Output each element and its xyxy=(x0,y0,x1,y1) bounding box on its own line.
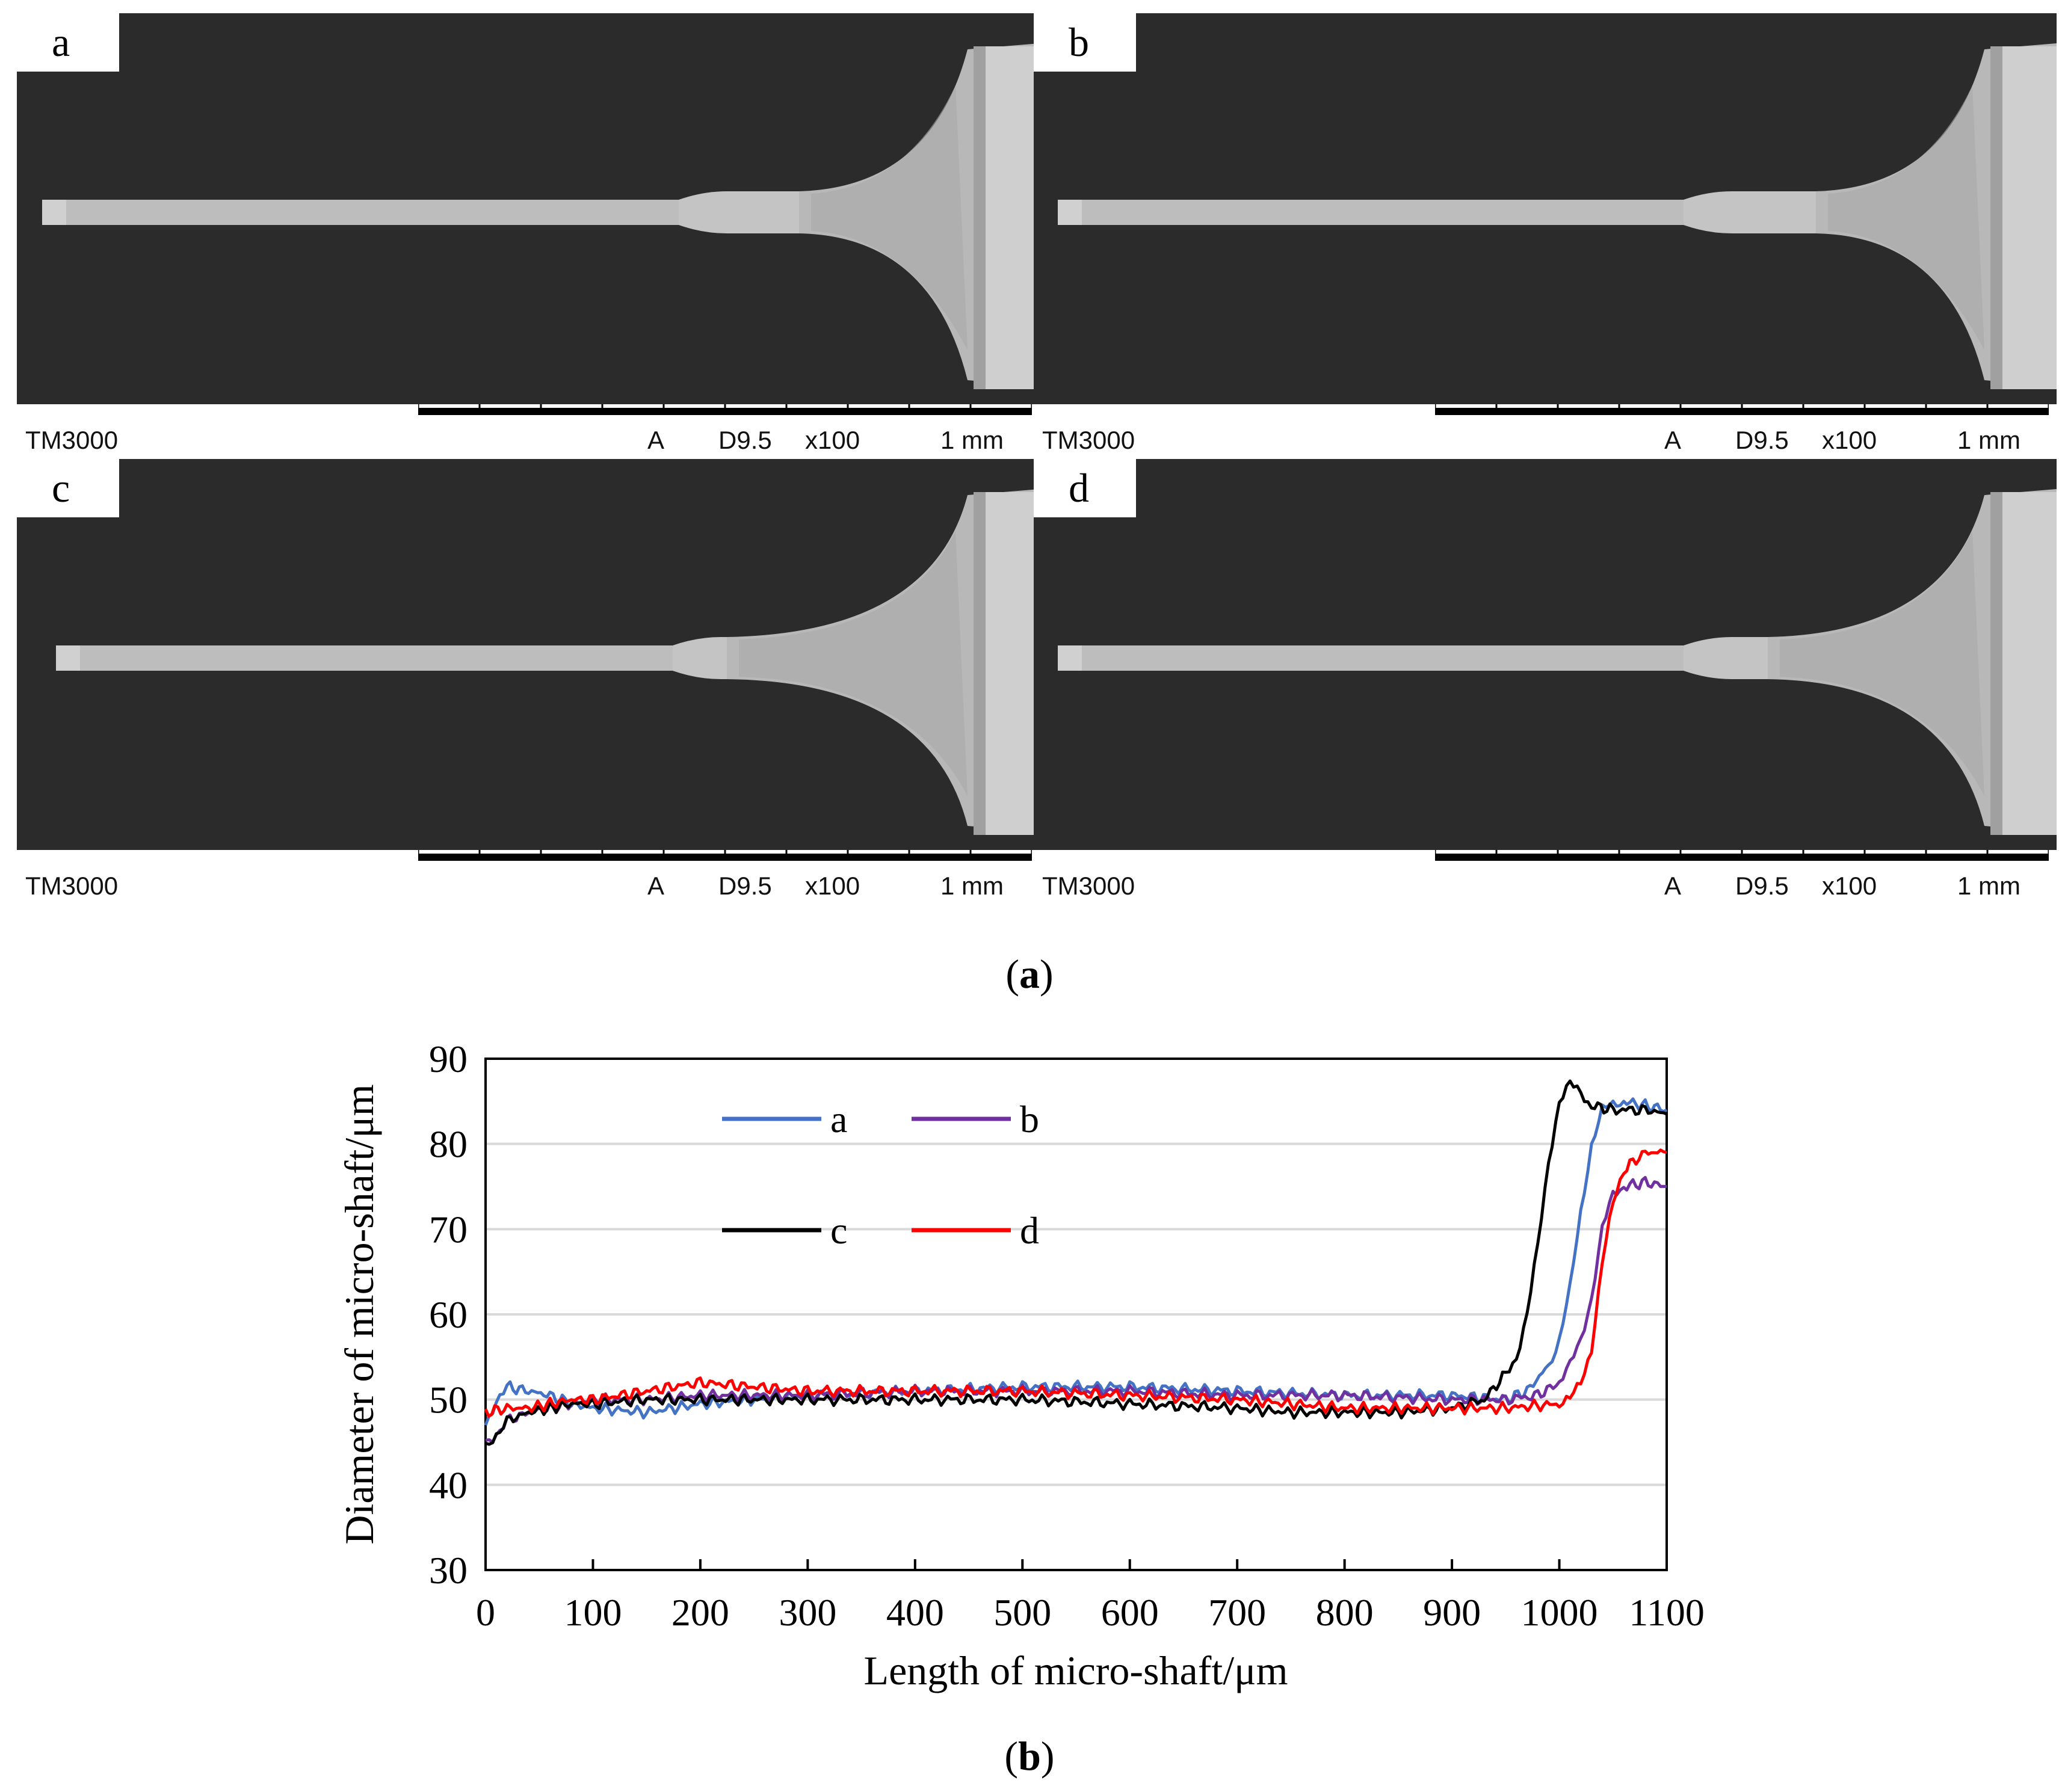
panel-label: c xyxy=(17,459,119,517)
y-tick-label: 50 xyxy=(429,1379,468,1421)
sem-info-bar: TM3000 A D9.5 x100 1 mm xyxy=(1034,872,2057,906)
series-line-a xyxy=(484,1097,1668,1426)
sem-working-distance: D9.5 xyxy=(718,426,772,454)
sem-info-bar: TM3000 A D9.5 x100 1 mm xyxy=(17,872,1040,906)
caption-b-letter: b xyxy=(1018,1733,1041,1779)
x-tick-label: 500 xyxy=(993,1591,1051,1634)
y-ticks: 30 40 50 60 70 80 90 xyxy=(429,1038,468,1592)
sem-scale-label: 1 mm xyxy=(940,426,1004,454)
x-tick-label: 100 xyxy=(564,1591,622,1634)
scale-bar xyxy=(1435,404,2049,415)
x-tick-label: 800 xyxy=(1316,1591,1374,1634)
sem-magnification: x100 xyxy=(805,426,860,454)
panel-label: d xyxy=(1034,459,1136,517)
sem-mode: A xyxy=(1664,426,1682,454)
y-tick-label: 30 xyxy=(429,1549,468,1592)
caption-b: (b) xyxy=(969,1732,1090,1780)
caption-a: (a) xyxy=(969,950,1090,998)
sem-magnification: x100 xyxy=(1822,426,1877,454)
x-ticks: 0 100 200 300 400 500 600 700 800 900 1000 1100 xyxy=(476,1559,1705,1634)
sem-model: TM3000 xyxy=(1042,872,1135,900)
y-tick-label: 90 xyxy=(429,1038,468,1080)
sem-mode: A xyxy=(647,426,665,454)
sem-image xyxy=(1034,13,2057,404)
x-tick-label: 400 xyxy=(886,1591,944,1634)
sem-image xyxy=(17,13,1040,404)
x-tick-label: 200 xyxy=(671,1591,729,1634)
x-tick-label: 1100 xyxy=(1629,1591,1705,1634)
sem-working-distance: D9.5 xyxy=(1735,426,1789,454)
x-tick-label: 0 xyxy=(476,1591,495,1634)
y-tick-label: 40 xyxy=(429,1464,468,1506)
sem-working-distance: D9.5 xyxy=(1735,872,1789,900)
scale-bar xyxy=(1435,850,2049,861)
sem-model: TM3000 xyxy=(25,426,119,454)
legend-label-b: b xyxy=(1020,1098,1039,1141)
sem-scale-label: 1 mm xyxy=(1957,872,2020,900)
sem-scale-label: 1 mm xyxy=(1957,426,2020,454)
sem-panel-d: d TM3000 A D9.5 x100 1 mm xyxy=(1034,459,2057,906)
sem-mode: A xyxy=(1664,872,1682,900)
legend-label-d: d xyxy=(1020,1209,1039,1252)
y-tick-label: 70 xyxy=(429,1208,468,1251)
caption-a-open: ( xyxy=(1005,951,1019,997)
x-tick-label: 700 xyxy=(1208,1591,1266,1634)
x-axis-title: Length of micro-shaft/μm xyxy=(864,1648,1288,1693)
sem-magnification: x100 xyxy=(805,872,860,900)
sem-info-bar: TM3000 A D9.5 x100 1 mm xyxy=(17,426,1040,460)
legend-label-c: c xyxy=(830,1209,847,1252)
caption-b-close: ) xyxy=(1040,1733,1055,1779)
sem-panel-c: c TM3000 A D9.5 x100 1 mm xyxy=(17,459,1040,906)
sem-image xyxy=(17,459,1040,850)
x-tick-label: 600 xyxy=(1101,1591,1159,1634)
scale-bar xyxy=(418,404,1032,415)
x-tick-label: 300 xyxy=(779,1591,836,1634)
sem-image xyxy=(1034,459,2057,850)
sem-model: TM3000 xyxy=(1042,426,1135,454)
plot-frame xyxy=(484,1058,1668,1571)
sem-scale-label: 1 mm xyxy=(940,872,1004,900)
sem-model: TM3000 xyxy=(25,872,119,900)
caption-a-close: ) xyxy=(1040,951,1054,997)
sem-working-distance: D9.5 xyxy=(718,872,772,900)
diameter-length-chart: 0 100 200 300 400 500 600 700 800 900 1000 1100 30 4… xyxy=(336,1038,1705,1693)
chart-legend: a b c d xyxy=(722,1098,1039,1252)
sem-mode: A xyxy=(647,872,665,900)
x-tick-label: 900 xyxy=(1423,1591,1481,1634)
y-axis-title: Diameter of micro-shaft/μm xyxy=(336,1084,382,1544)
scale-bar xyxy=(418,850,1032,861)
series-line-d xyxy=(484,1148,1667,1418)
chart-series xyxy=(484,1079,1668,1446)
chart-grid xyxy=(486,1142,1667,1486)
caption-b-open: ( xyxy=(1004,1733,1019,1779)
sem-magnification: x100 xyxy=(1822,872,1877,900)
caption-a-letter: a xyxy=(1019,951,1040,997)
sem-info-bar: TM3000 A D9.5 x100 1 mm xyxy=(1034,426,2057,460)
panel-label: a xyxy=(17,13,119,72)
sem-panel-a: a TM3000 A D9.5 x100 1 mm xyxy=(17,13,1040,460)
y-tick-label: 80 xyxy=(429,1123,468,1166)
x-tick-label: 1000 xyxy=(1521,1591,1598,1634)
sem-panel-b: b TM3000 A D9.5 x100 1 mm xyxy=(1034,13,2057,460)
series-line-c xyxy=(485,1079,1667,1446)
y-tick-label: 60 xyxy=(429,1293,468,1336)
legend-label-a: a xyxy=(830,1098,847,1141)
panel-label: b xyxy=(1034,13,1136,72)
